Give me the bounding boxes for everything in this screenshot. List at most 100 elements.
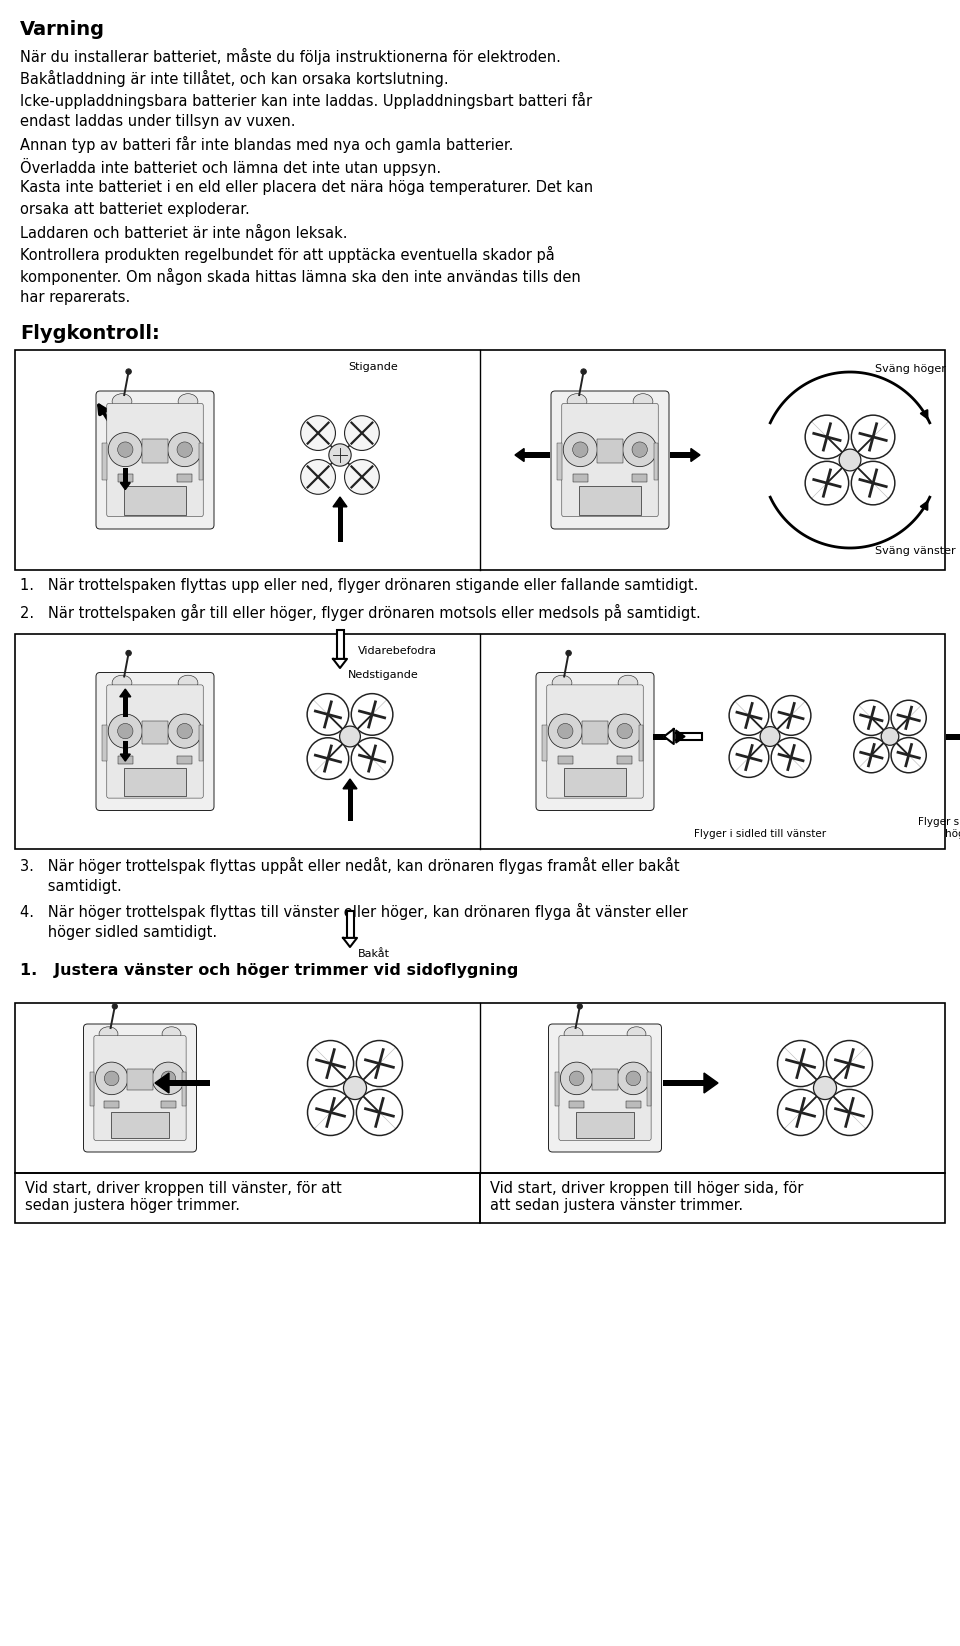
Polygon shape <box>120 482 131 489</box>
Ellipse shape <box>567 393 587 410</box>
Text: Nedstigande: Nedstigande <box>348 670 419 680</box>
Circle shape <box>813 1076 836 1100</box>
Bar <box>123 741 128 754</box>
Circle shape <box>177 441 192 458</box>
Circle shape <box>345 416 379 451</box>
Text: Varning: Varning <box>20 20 105 40</box>
Circle shape <box>118 724 133 739</box>
Ellipse shape <box>179 393 198 410</box>
Bar <box>161 1101 176 1108</box>
Bar <box>117 756 133 764</box>
Bar <box>647 1073 651 1106</box>
Bar <box>592 1068 617 1090</box>
Polygon shape <box>691 448 700 461</box>
Bar <box>142 721 168 744</box>
Text: 1.   När trottelspaken flyttas upp eller ned, flyger drönaren stigande eller fal: 1. När trottelspaken flyttas upp eller n… <box>20 578 698 593</box>
Bar <box>142 439 168 463</box>
FancyBboxPatch shape <box>107 685 204 798</box>
Polygon shape <box>704 1073 718 1093</box>
Text: höger sidled samtidigt.: höger sidled samtidigt. <box>20 925 217 940</box>
Polygon shape <box>515 448 524 461</box>
Bar <box>542 724 546 760</box>
Text: komponenter. Om någon skada hittas lämna ska den inte användas tills den: komponenter. Om någon skada hittas lämna… <box>20 268 581 285</box>
Polygon shape <box>664 729 674 744</box>
FancyBboxPatch shape <box>559 1035 651 1141</box>
Bar <box>15 1174 480 1223</box>
Bar <box>558 756 573 764</box>
Text: Sväng vänster: Sväng vänster <box>875 546 955 556</box>
Bar <box>579 486 641 515</box>
Text: Laddaren och batteriet är inte någon leksak.: Laddaren och batteriet är inte någon lek… <box>20 224 348 240</box>
Text: Flyger i sidled till vänster: Flyger i sidled till vänster <box>694 830 826 839</box>
FancyBboxPatch shape <box>547 685 643 798</box>
Text: När du installerar batteriet, måste du följa instruktionerna för elektroden.: När du installerar batteriet, måste du f… <box>20 48 561 64</box>
Text: Vidarebefodra: Vidarebefodra <box>358 645 437 657</box>
Circle shape <box>108 714 142 749</box>
Bar <box>617 756 633 764</box>
Bar <box>663 1080 704 1086</box>
Circle shape <box>152 1062 184 1095</box>
Ellipse shape <box>618 675 637 691</box>
Bar <box>564 767 626 797</box>
Text: endast laddas under tillsyn av vuxen.: endast laddas under tillsyn av vuxen. <box>20 114 296 128</box>
Bar <box>557 443 562 479</box>
Bar <box>576 1113 635 1139</box>
Circle shape <box>168 433 202 467</box>
Text: Stigande: Stigande <box>348 362 397 372</box>
Circle shape <box>564 433 597 467</box>
Text: Icke-uppladdningsbara batterier kan inte laddas. Uppladdningsbart batteri får: Icke-uppladdningsbara batterier kan inte… <box>20 92 592 109</box>
Circle shape <box>561 1062 593 1095</box>
Bar <box>117 474 133 482</box>
Text: Bakåt: Bakåt <box>358 950 390 960</box>
Bar <box>639 724 643 760</box>
Bar <box>177 474 192 482</box>
Ellipse shape <box>179 675 198 691</box>
Circle shape <box>572 441 588 458</box>
Text: Kasta inte batteriet i en eld eller placera det nära höga temperaturer. Det kan: Kasta inte batteriet i en eld eller plac… <box>20 179 593 194</box>
Text: Kontrollera produkten regelbundet för att upptäcka eventuella skador på: Kontrollera produkten regelbundet för at… <box>20 245 555 263</box>
Bar <box>597 439 623 463</box>
Text: Sväng höger: Sväng höger <box>875 364 946 374</box>
Bar <box>347 910 353 938</box>
Bar <box>110 1113 169 1139</box>
Text: 4.   När höger trottelspak flyttas till vänster eller höger, kan drönaren flyga : 4. När höger trottelspak flyttas till vä… <box>20 904 687 920</box>
Bar <box>337 630 344 658</box>
Bar <box>15 1002 945 1174</box>
Bar <box>348 788 352 821</box>
Bar <box>102 443 107 479</box>
Ellipse shape <box>99 1027 118 1042</box>
Bar <box>124 767 186 797</box>
Bar <box>555 1073 559 1106</box>
Circle shape <box>345 459 379 494</box>
Bar <box>946 734 960 739</box>
Bar <box>524 453 550 458</box>
Bar <box>338 507 343 542</box>
Bar <box>632 474 647 482</box>
Polygon shape <box>343 938 357 946</box>
Circle shape <box>161 1072 176 1086</box>
Circle shape <box>329 444 351 466</box>
Text: Flyger sidled till
höger: Flyger sidled till höger <box>919 818 960 839</box>
Circle shape <box>565 650 571 655</box>
Text: 1.   Justera vänster och höger trimmer vid sidoflygning: 1. Justera vänster och höger trimmer vid… <box>20 963 518 978</box>
Text: Annan typ av batteri får inte blandas med nya och gamla batterier.: Annan typ av batteri får inte blandas me… <box>20 137 514 153</box>
FancyBboxPatch shape <box>548 1024 661 1152</box>
Ellipse shape <box>112 393 132 410</box>
Bar <box>582 721 609 744</box>
Circle shape <box>344 1076 367 1100</box>
Bar <box>169 1080 210 1086</box>
Bar <box>572 474 588 482</box>
Circle shape <box>95 1062 128 1095</box>
Circle shape <box>881 728 899 746</box>
Polygon shape <box>155 1073 169 1093</box>
Polygon shape <box>120 754 131 760</box>
Circle shape <box>168 714 202 749</box>
Bar <box>626 1101 640 1108</box>
Circle shape <box>112 1004 117 1009</box>
Circle shape <box>839 449 861 471</box>
Circle shape <box>108 433 142 467</box>
Ellipse shape <box>633 393 653 410</box>
FancyBboxPatch shape <box>536 673 654 810</box>
FancyBboxPatch shape <box>562 403 659 517</box>
Bar <box>182 1073 186 1106</box>
